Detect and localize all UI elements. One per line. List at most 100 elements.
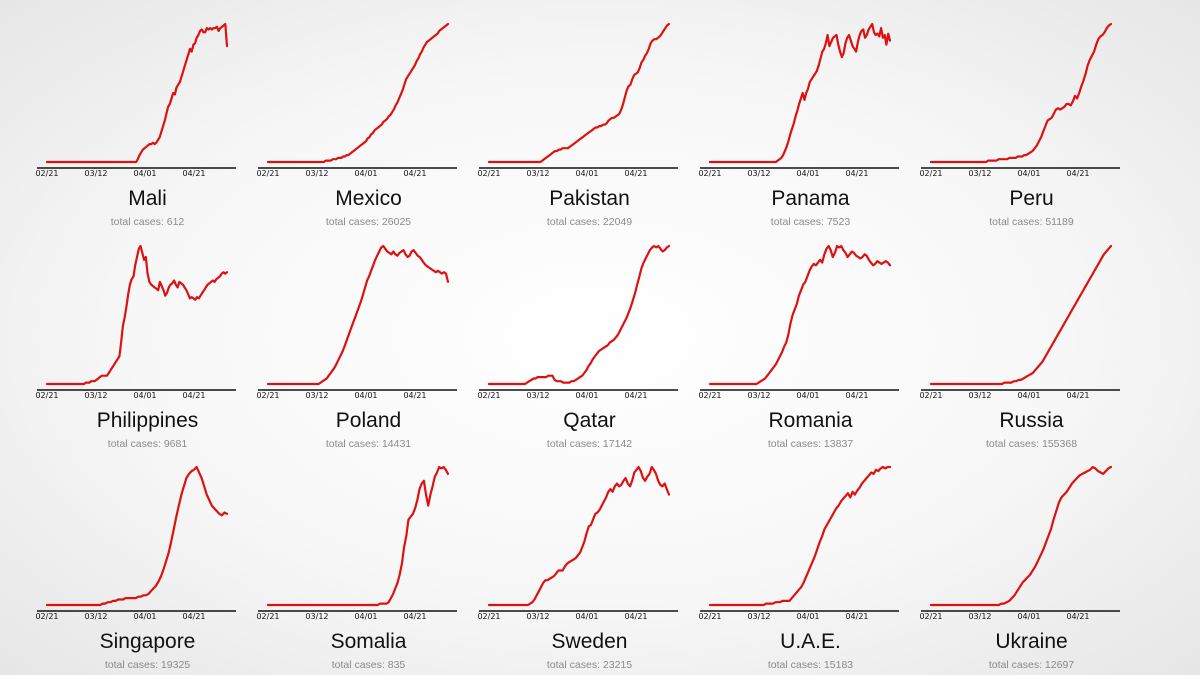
total-cases-prefix: total cases: bbox=[767, 659, 821, 671]
x-tick-label: 04/01 bbox=[133, 391, 156, 400]
x-tick-label: 02/21 bbox=[919, 391, 942, 400]
series-line bbox=[45, 244, 229, 386]
total-cases-prefix: total cases: bbox=[767, 438, 821, 450]
country-name: Peru bbox=[1009, 187, 1054, 210]
series-line bbox=[266, 22, 450, 164]
total-cases-label: total cases: 23215 bbox=[479, 659, 700, 671]
x-tick-label: 03/12 bbox=[968, 169, 991, 178]
total-cases-prefix: total cases: bbox=[110, 216, 164, 228]
chart-svg: 02/21 03/12 04/01 04/21 bbox=[256, 465, 457, 621]
x-tick-label: 04/21 bbox=[1066, 169, 1089, 178]
x-tick-label: 03/12 bbox=[84, 169, 107, 178]
country-name: Romania bbox=[768, 409, 853, 432]
x-tick-label: 02/21 bbox=[35, 169, 58, 178]
total-cases-value: 26025 bbox=[381, 216, 412, 228]
x-tick-label: 03/12 bbox=[305, 612, 328, 621]
total-cases-prefix: total cases: bbox=[988, 659, 1042, 671]
x-tick-label: 02/21 bbox=[35, 612, 58, 621]
x-tick-label: 04/21 bbox=[1066, 612, 1089, 621]
x-tick-label: 04/01 bbox=[796, 391, 819, 400]
total-cases-prefix: total cases: bbox=[770, 216, 824, 228]
series-line bbox=[929, 465, 1113, 607]
x-tick-label: 04/21 bbox=[403, 612, 426, 621]
total-cases-value: 9681 bbox=[163, 438, 188, 450]
x-tick-label: 03/12 bbox=[526, 391, 549, 400]
x-tick-label: 02/21 bbox=[256, 391, 279, 400]
x-tick-label: 03/12 bbox=[968, 612, 991, 621]
x-tick-label: 02/21 bbox=[256, 612, 279, 621]
country-name: Ukraine bbox=[995, 630, 1068, 653]
total-cases-prefix: total cases: bbox=[546, 216, 600, 228]
chart-panel: 02/21 03/12 04/01 04/21 Poland total cases: 1… bbox=[256, 232, 479, 454]
x-tick-label: 04/01 bbox=[133, 612, 156, 621]
series-line bbox=[929, 22, 1113, 164]
x-tick-label: 04/01 bbox=[796, 169, 819, 178]
total-cases-prefix: total cases: bbox=[107, 438, 161, 450]
chart-svg: 02/21 03/12 04/01 04/21 bbox=[256, 22, 457, 178]
chart-panel: 02/21 03/12 04/01 04/21 Romania total cases: … bbox=[698, 232, 921, 454]
series-line bbox=[929, 244, 1113, 386]
country-name: Qatar bbox=[563, 409, 616, 432]
x-tick-label: 04/21 bbox=[845, 391, 868, 400]
chart-svg: 02/21 03/12 04/01 04/21 bbox=[698, 465, 899, 621]
x-tick-label: 03/12 bbox=[305, 391, 328, 400]
chart-svg: 02/21 03/12 04/01 04/21 bbox=[477, 244, 678, 400]
x-tick-label: 04/21 bbox=[1066, 391, 1089, 400]
total-cases-prefix: total cases: bbox=[104, 659, 158, 671]
total-cases-label: total cases: 51189 bbox=[921, 216, 1142, 228]
country-name: Somalia bbox=[330, 630, 407, 653]
x-tick-label: 04/01 bbox=[354, 612, 377, 621]
country-name: Russia bbox=[999, 409, 1064, 432]
chart-svg: 02/21 03/12 04/01 04/21 bbox=[698, 22, 899, 178]
x-tick-label: 02/21 bbox=[256, 169, 279, 178]
x-tick-label: 03/12 bbox=[747, 612, 770, 621]
series-line bbox=[266, 244, 450, 386]
country-name: Philippines bbox=[96, 409, 199, 432]
chart-panel: 02/21 03/12 04/01 04/21 Philippines total cas… bbox=[35, 232, 258, 454]
chart-panel: 02/21 03/12 04/01 04/21 Ukraine total cases: … bbox=[919, 453, 1142, 675]
total-cases-label: total cases: 9681 bbox=[37, 438, 258, 450]
x-tick-label: 04/21 bbox=[624, 391, 647, 400]
total-cases-value: 7523 bbox=[826, 216, 851, 228]
total-cases-value: 13837 bbox=[823, 438, 854, 450]
x-tick-label: 02/21 bbox=[698, 612, 721, 621]
x-tick-label: 02/21 bbox=[698, 169, 721, 178]
total-cases-label: total cases: 155368 bbox=[921, 438, 1142, 450]
x-tick-label: 04/01 bbox=[133, 169, 156, 178]
total-cases-value: 612 bbox=[166, 216, 185, 228]
x-tick-label: 02/21 bbox=[477, 612, 500, 621]
x-tick-label: 04/21 bbox=[624, 169, 647, 178]
chart-panel: 02/21 03/12 04/01 04/21 U.A.E. total cases: 1… bbox=[698, 453, 921, 675]
chart-svg: 02/21 03/12 04/01 04/21 bbox=[477, 465, 678, 621]
series-line bbox=[487, 22, 671, 164]
x-tick-label: 04/01 bbox=[575, 391, 598, 400]
x-tick-label: 04/21 bbox=[403, 391, 426, 400]
country-name: Poland bbox=[335, 409, 402, 432]
chart-svg: 02/21 03/12 04/01 04/21 bbox=[256, 244, 457, 400]
series-line bbox=[708, 465, 892, 607]
x-tick-label: 03/12 bbox=[526, 169, 549, 178]
chart-svg: 02/21 03/12 04/01 04/21 bbox=[919, 22, 1120, 178]
x-tick-label: 04/01 bbox=[1017, 612, 1040, 621]
x-tick-label: 04/01 bbox=[575, 612, 598, 621]
total-cases-value: 17142 bbox=[602, 438, 633, 450]
country-name: U.A.E. bbox=[780, 630, 841, 653]
x-tick-label: 04/21 bbox=[182, 391, 205, 400]
country-name: Pakistan bbox=[549, 187, 630, 210]
total-cases-label: total cases: 19325 bbox=[37, 659, 258, 671]
series-line bbox=[487, 244, 671, 386]
x-tick-label: 04/01 bbox=[575, 169, 598, 178]
total-cases-label: total cases: 7523 bbox=[700, 216, 921, 228]
x-tick-label: 03/12 bbox=[84, 612, 107, 621]
total-cases-label: total cases: 26025 bbox=[258, 216, 479, 228]
chart-panel: 02/21 03/12 04/01 04/21 Qatar total cases: 17… bbox=[477, 232, 700, 454]
total-cases-label: total cases: 612 bbox=[37, 216, 258, 228]
x-tick-label: 04/21 bbox=[624, 612, 647, 621]
x-tick-label: 03/12 bbox=[747, 391, 770, 400]
chart-panel: 02/21 03/12 04/01 04/21 Panama total cases: 7… bbox=[698, 10, 921, 232]
total-cases-label: total cases: 12697 bbox=[921, 659, 1142, 671]
total-cases-value: 23215 bbox=[602, 659, 633, 671]
chart-svg: 02/21 03/12 04/01 04/21 bbox=[477, 22, 678, 178]
chart-panel: 02/21 03/12 04/01 04/21 Mali total cases: 612 bbox=[35, 10, 258, 232]
country-name: Mexico bbox=[335, 187, 402, 210]
